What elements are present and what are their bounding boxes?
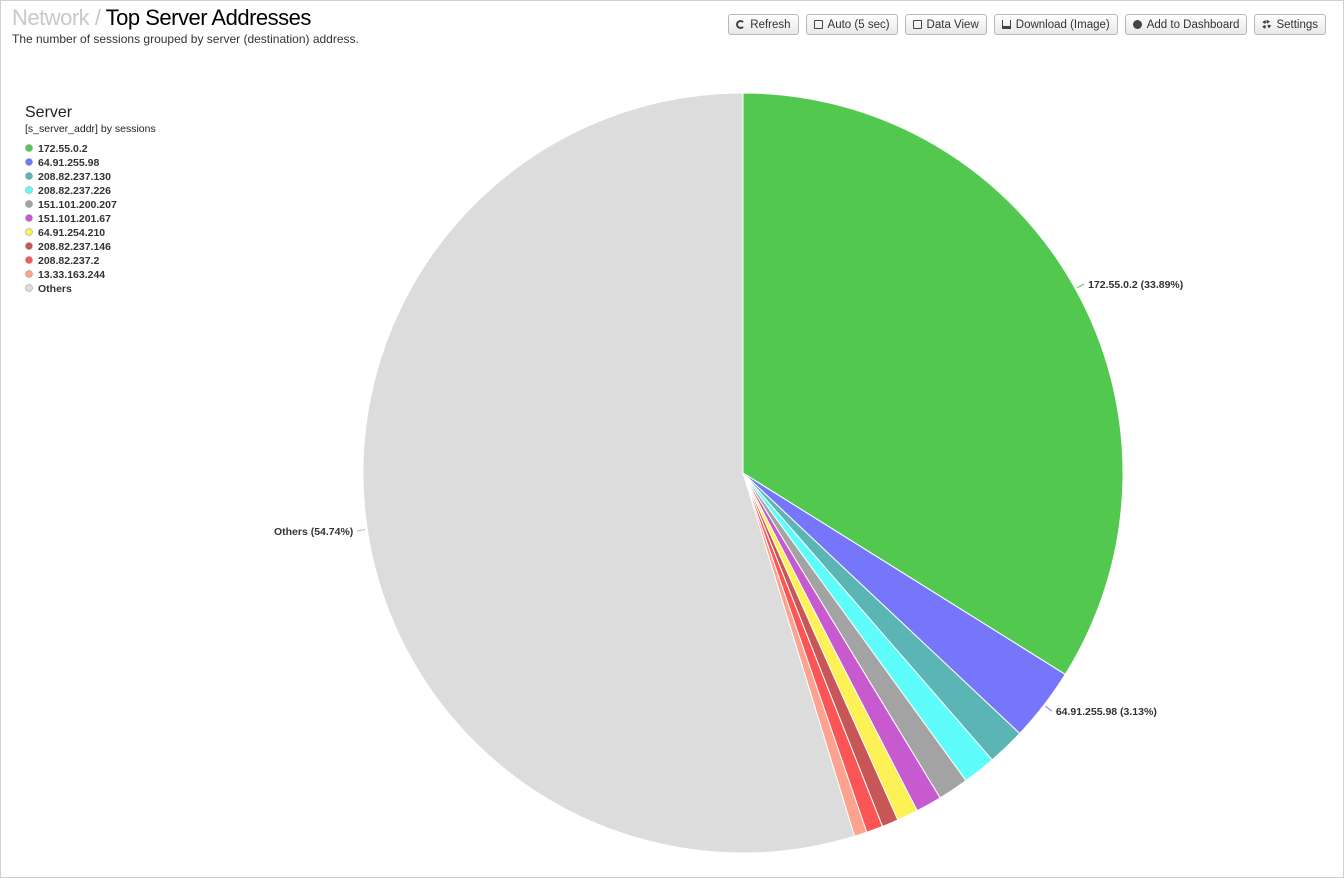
button-label: Data View (926, 18, 979, 31)
legend-title: Server (25, 104, 73, 121)
legend-label: 64.91.254.210 (38, 227, 105, 239)
legend-subtitle: [s_server_addr] by sessions (25, 123, 156, 135)
legend-marker (25, 158, 33, 166)
data-label: 172.55.0.2 (33.89%) (1088, 279, 1183, 291)
breadcrumb-parent[interactable]: Network (12, 5, 90, 30)
legend-label: 172.55.0.2 (38, 143, 88, 155)
legend-label: 13.33.163.244 (38, 269, 105, 281)
legend-marker (25, 284, 33, 292)
button-label: Auto (5 sec) (827, 18, 890, 31)
legend-label: 64.91.255.98 (38, 157, 99, 169)
legend-marker (25, 172, 33, 180)
data-label: Others (54.74%) (274, 526, 353, 538)
legend-label: 208.82.237.226 (38, 185, 111, 197)
legend-marker (25, 200, 33, 208)
legend-marker (25, 214, 33, 222)
legend-marker (25, 144, 33, 152)
legend-label: Others (38, 283, 72, 295)
label-connector (1076, 283, 1085, 289)
page-title: Top Server Addresses (105, 5, 312, 30)
header: Network / Top Server Addresses The numbe… (12, 5, 359, 46)
data-view-toggle[interactable]: Data View (904, 14, 987, 35)
pie-slice (742, 92, 1124, 676)
add-to-dashboard-button[interactable]: Add to Dashboard (1124, 14, 1248, 35)
button-label: Refresh (750, 18, 791, 31)
legend-label: 151.101.200.207 (38, 199, 117, 211)
breadcrumb-separator: / (94, 5, 101, 30)
data-label: 64.91.255.98 (3.13%) (1056, 706, 1157, 718)
legend-label: 151.101.201.67 (38, 213, 111, 225)
download-button[interactable]: Download (Image) (993, 14, 1118, 35)
legend-marker (25, 270, 33, 278)
page-subtitle: The number of sessions grouped by server… (12, 32, 359, 46)
legend-label: 208.82.237.130 (38, 171, 111, 183)
legend-label: 208.82.237.146 (38, 241, 111, 253)
settings-button[interactable]: Settings (1254, 14, 1326, 35)
button-label: Add to Dashboard (1146, 18, 1240, 31)
pie-slice (362, 92, 856, 854)
breadcrumb: Network / Top Server Addresses (12, 5, 359, 31)
legend-label: 208.82.237.2 (38, 255, 99, 267)
label-connector (357, 529, 366, 532)
button-label: Download (Image) (1015, 18, 1110, 31)
legend-marker (25, 242, 33, 250)
button-label: Settings (1276, 18, 1318, 31)
legend-marker (25, 228, 33, 236)
label-connector (1045, 705, 1053, 712)
legend-marker (25, 186, 33, 194)
auto-refresh-toggle[interactable]: Auto (5 sec) (805, 14, 898, 35)
legend-marker (25, 256, 33, 264)
toolbar: Refresh Auto (5 sec) Data View Download … (728, 14, 1326, 35)
refresh-button[interactable]: Refresh (728, 14, 799, 35)
